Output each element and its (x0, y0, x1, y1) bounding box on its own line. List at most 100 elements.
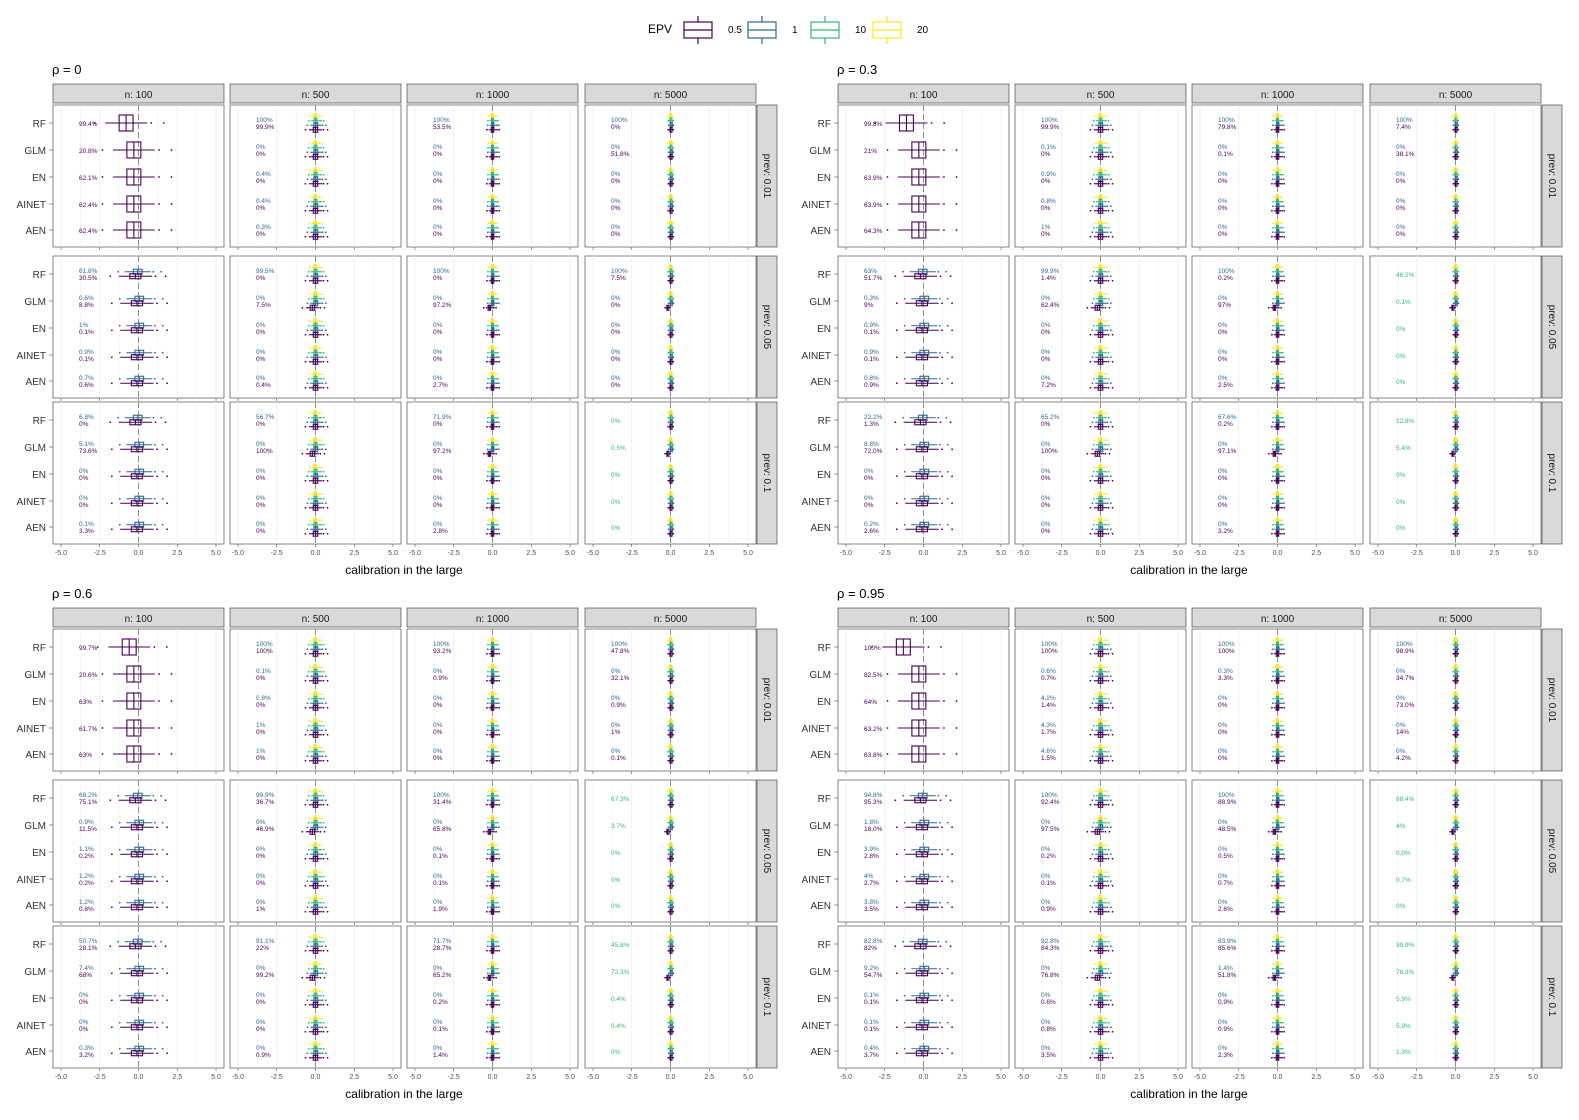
outlier-point (667, 945, 670, 948)
outlier-point (494, 897, 497, 900)
outlier-point (487, 848, 489, 851)
outlier-point (1104, 173, 1107, 176)
outlier-point (318, 439, 321, 442)
percent-annotation: 0% (1218, 495, 1228, 502)
outlier-point (496, 173, 499, 176)
outlier-point (496, 470, 499, 473)
outlier-point (322, 200, 325, 203)
outlier-point (871, 646, 873, 648)
outlier-point (672, 128, 675, 131)
outlier-point (487, 936, 490, 939)
outlier-point (326, 425, 329, 428)
outlier-point (1281, 155, 1283, 158)
outlier-point (495, 470, 497, 473)
percent-annotation: 0.1% (433, 880, 448, 887)
outlier-point (1452, 146, 1455, 149)
outlier-point (319, 875, 322, 878)
outlier-point (1089, 386, 1092, 389)
outlier-point (672, 497, 675, 500)
outlier-point (487, 412, 490, 415)
outlier-point (304, 209, 307, 212)
outlier-point (895, 302, 898, 305)
outlier-point (110, 853, 113, 856)
outlier-point (487, 666, 490, 669)
outlier-point (1089, 209, 1092, 212)
outlier-point (1280, 119, 1282, 122)
percent-annotation: 0% (79, 502, 89, 509)
outlier-point (1109, 475, 1112, 478)
outlier-point (1281, 351, 1284, 354)
percent-annotation: 0% (433, 748, 443, 755)
outlier-point (487, 142, 490, 145)
percent-annotation: 5.4% (1396, 445, 1411, 452)
category-label: EN (32, 173, 46, 184)
outlier-point (492, 452, 495, 455)
outlier-point (1109, 528, 1112, 531)
outlier-point (667, 652, 670, 655)
outlier-point (308, 519, 311, 522)
outlier-point (494, 963, 497, 966)
outlier-point (955, 700, 958, 702)
outlier-point (160, 940, 163, 943)
outlier-point (486, 479, 488, 482)
category-label: GLM (24, 821, 46, 832)
outlier-point (1089, 360, 1092, 363)
outlier-point (1105, 493, 1108, 496)
percent-annotation: 0% (864, 475, 874, 482)
outlier-point (886, 229, 889, 231)
outlier-point (667, 1047, 670, 1050)
outlier-point (1457, 448, 1460, 451)
outlier-point (672, 377, 675, 380)
outlier-point (1282, 382, 1285, 385)
outlier-point (1281, 470, 1284, 473)
outlier-point (1111, 652, 1114, 655)
percent-annotation: 100% (1218, 268, 1235, 275)
outlier-point (322, 497, 325, 500)
outlier-point (321, 1026, 324, 1029)
outlier-point (307, 523, 310, 526)
outlier-point (1107, 173, 1110, 176)
outlier-point (1457, 235, 1460, 238)
outlier-point (1452, 356, 1455, 359)
outlier-point (1091, 275, 1094, 278)
percent-annotation: 56.7% (256, 414, 275, 421)
percent-annotation: 99.5% (256, 268, 275, 275)
outlier-point (1272, 324, 1274, 327)
outlier-point (324, 528, 327, 531)
outlier-point (496, 1047, 499, 1050)
outlier-point (495, 880, 498, 883)
outlier-point (318, 871, 321, 874)
outlier-point (306, 648, 309, 651)
outlier-point (496, 1056, 498, 1059)
facet-panel: 46.2%0.1%0%0%0% (1369, 255, 1542, 401)
outlier-point (1109, 421, 1112, 424)
outlier-point (319, 750, 322, 753)
outlier-point (118, 470, 121, 473)
outlier-point (1280, 173, 1282, 176)
percent-annotation: 0% (433, 468, 443, 475)
outlier-point (496, 235, 498, 238)
outlier-point (1456, 493, 1459, 496)
outlier-point (886, 149, 889, 151)
outlier-point (672, 209, 675, 212)
outlier-point (667, 871, 669, 874)
outlier-point (320, 693, 323, 696)
outlier-point (153, 351, 156, 354)
outlier-point (307, 724, 310, 727)
outlier-point (495, 356, 498, 359)
outlier-point (497, 231, 500, 234)
outlier-point (1111, 235, 1114, 238)
outlier-point (938, 297, 941, 300)
outlier-point (495, 293, 498, 296)
category-label: RF (33, 643, 46, 654)
row-strip-label: prev: 0.1 (1546, 454, 1557, 493)
percent-annotation: 53.5% (433, 124, 452, 131)
outlier-point (672, 231, 675, 234)
percent-annotation: 99.4% (79, 121, 98, 128)
outlier-point (486, 302, 489, 305)
percent-annotation: 100% (611, 117, 628, 124)
outlier-point (301, 830, 304, 833)
x-axis-label: calibration in the large (1130, 563, 1248, 577)
outlier-point (306, 972, 309, 975)
outlier-point (308, 169, 311, 172)
